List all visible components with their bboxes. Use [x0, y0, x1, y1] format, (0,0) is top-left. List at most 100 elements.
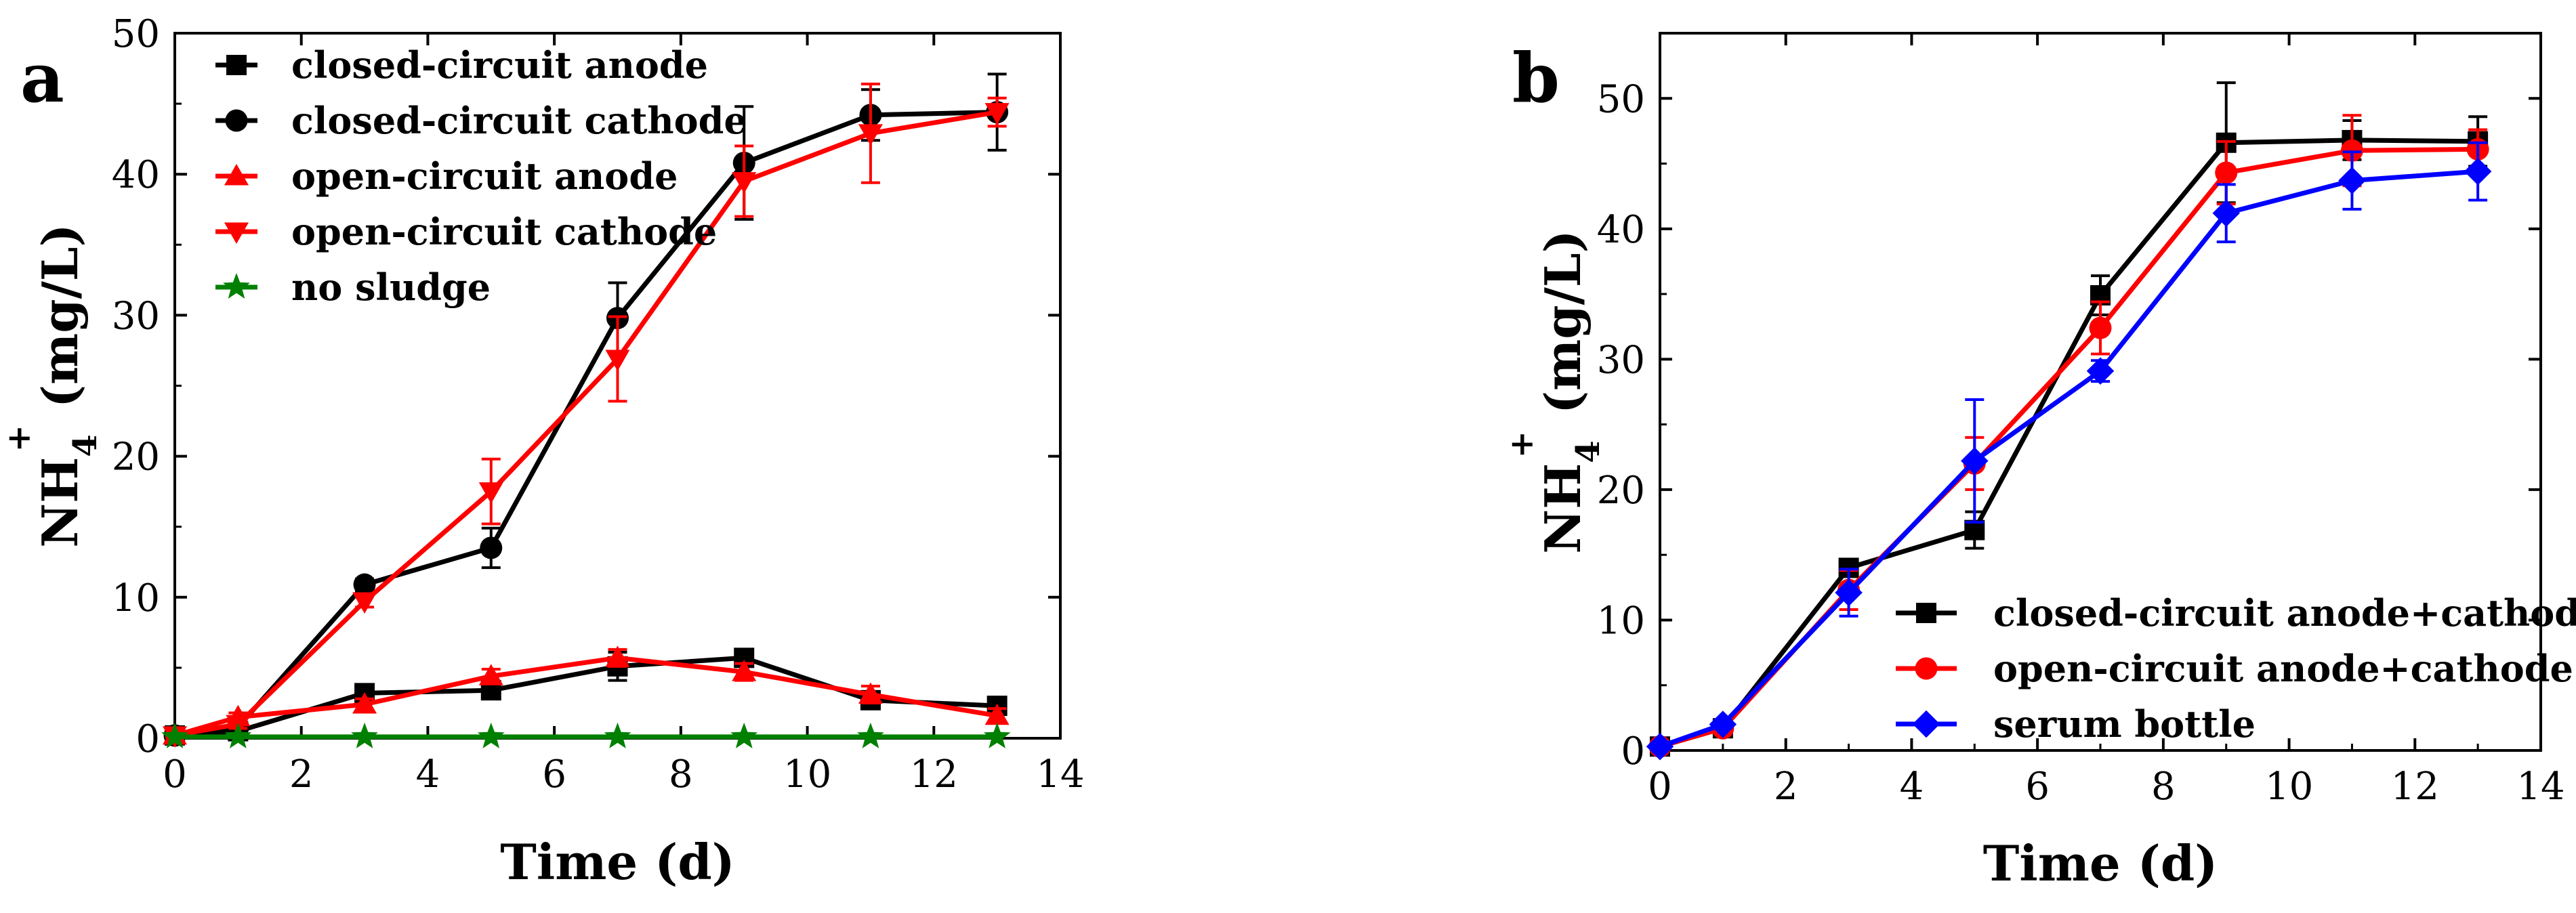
panel-b-legend-marker-1 [1915, 657, 1938, 680]
panel-b-xtick-label: 12 [2391, 765, 2439, 809]
panel-a-data-point [858, 682, 883, 704]
panel-b-legend-marker-2 [1912, 710, 1940, 738]
panel-a-series-2 [163, 645, 1010, 745]
panel-a-data-point [161, 722, 188, 748]
panel-a-data-point [857, 722, 884, 748]
panel-a-ytick-label: 50 [112, 12, 160, 56]
panel-a-data-point [984, 103, 1010, 125]
panel-b-ylabel-main: NH [1534, 463, 1592, 554]
panel-a-data-point [730, 722, 758, 748]
panel-a-xtick-label: 2 [289, 752, 314, 797]
panel-a-legend-label-0: closed-circuit anode [291, 43, 708, 87]
panel-a-xtick-label: 8 [669, 752, 693, 797]
panel-b-data-point [2086, 357, 2115, 385]
panel-a-data-point [351, 722, 378, 748]
panel-b-letter: b [1512, 38, 1560, 118]
panel-a-legend-marker-4 [223, 273, 250, 299]
panel-b-data-point [1709, 710, 1737, 738]
panel-b-ytick-label: 50 [1597, 77, 1645, 121]
panel-b-legend-label-2: serum bottle [1993, 702, 2256, 746]
panel-a-legend-label-4: no sludge [291, 266, 491, 309]
panel-b-data-point [1835, 578, 1863, 607]
panel-a-xtick-label: 6 [542, 752, 566, 797]
panel-a-ytick-label: 20 [112, 436, 160, 480]
panel-a-data-point [224, 722, 252, 748]
panel-a-data-point [353, 573, 376, 596]
panel-a-data-point [477, 722, 505, 748]
panel-b-ytick-label: 20 [1597, 469, 1645, 513]
panel-b-xtick-label: 2 [1774, 765, 1798, 809]
panel-a-data-point [858, 124, 883, 146]
panel-b-data-point [2338, 167, 2366, 194]
panel-b-ylabel: NH4 + (mg/L) [1503, 230, 1607, 553]
panel-a-ylabel-units: (mg/L) [31, 224, 89, 425]
panel-b-data-point [2464, 157, 2492, 186]
panel-a-data-point [480, 536, 503, 559]
panel-b-ytick-label: 30 [1597, 338, 1645, 382]
panel-a-xtick-label: 0 [163, 752, 187, 797]
panel-a-legend-marker-1 [225, 109, 248, 132]
panel-b-ylabel-sup: + [1503, 431, 1541, 458]
panel-a-ylabel-main: NH [31, 457, 89, 548]
panel-b-ytick-label: 10 [1597, 599, 1645, 643]
panel-a-xtick-label: 12 [910, 752, 958, 797]
panel-a-ytick-label: 0 [136, 717, 160, 761]
panel-a-ylabel-sup: + [0, 425, 38, 452]
panel-a-series-4 [161, 722, 1011, 748]
panel-b-data-point [2215, 161, 2238, 184]
panel-a-data-point [605, 645, 630, 667]
panel-b-data-point [2212, 199, 2240, 227]
panel-b-xlabel: Time (d) [1983, 834, 2218, 892]
panel-a-data-point [478, 664, 503, 685]
panel-b-data-point [1646, 732, 1674, 761]
panel-a-ytick-label: 40 [112, 153, 160, 197]
panel-a-data-point [983, 722, 1011, 748]
panel-b-legend-label-1: open-circuit anode+cathode [1993, 647, 2573, 690]
panel-a-data-point [605, 349, 630, 371]
panel-b-ytick-label: 40 [1597, 208, 1645, 252]
panel-b-legend-label-0: closed-circuit anode+cathode [1993, 591, 2576, 635]
panel-a-xtick-label: 4 [416, 752, 440, 797]
panel-a-series-line-1 [174, 110, 997, 738]
panel-a-series-line-2 [174, 655, 998, 738]
panel-b-series-line-2 [1659, 169, 2478, 749]
panel-b-ytick-label: 0 [1621, 729, 1645, 773]
panel-a-data-point [352, 692, 377, 714]
panel-a-xtick-label: 14 [1036, 752, 1084, 797]
panel-a-ylabel-sub: 4 [66, 434, 104, 456]
panel-a-data-point [732, 660, 757, 681]
panel-b-xtick-label: 6 [2025, 765, 2050, 809]
panel-a-ytick-label: 30 [112, 294, 160, 338]
panel-a-letter: a [20, 38, 64, 118]
panel-a-data-point [984, 703, 1010, 725]
panel-b-xtick-label: 4 [1900, 765, 1924, 809]
panel-a-legend-label-1: closed-circuit cathode [291, 99, 747, 142]
panel-a-data-point [732, 172, 757, 194]
panel-b-data-point [2089, 316, 2112, 339]
panel-a-legend-marker-2 [224, 164, 249, 186]
panel-a-series-line-3 [174, 110, 998, 738]
panel-b-series-2 [1646, 141, 2492, 761]
panel-a-data-point [352, 592, 377, 614]
panel-a-ylabel: NH4 + (mg/L) [0, 224, 104, 547]
panel-b-ylabel-units: (mg/L) [1534, 230, 1592, 431]
panel-b-xtick-label: 10 [2265, 765, 2313, 809]
panel-a-ytick-label: 10 [112, 576, 160, 620]
panel-a-series-3 [163, 82, 1010, 748]
panel-a-legend-marker-3 [224, 222, 249, 244]
panel-a-legend-label-2: open-circuit anode [291, 154, 678, 198]
panel-a-legend-marker-0 [226, 55, 247, 75]
panel-a-data-point [478, 482, 503, 504]
panel-b-data-point [1961, 447, 1989, 475]
panel-b-ylabel-sub: 4 [1569, 440, 1607, 463]
panel-b-xtick-label: 8 [2151, 765, 2176, 809]
panel-a-legend-label-3: open-circuit cathode [291, 210, 717, 253]
panel-b-xtick-label: 0 [1648, 765, 1672, 809]
panel-b-xtick-label: 14 [2516, 765, 2564, 809]
panel-b-legend-marker-0 [1916, 603, 1936, 623]
panel-a-xtick-label: 10 [783, 752, 831, 797]
panel-a-xlabel: Time (d) [500, 833, 734, 891]
